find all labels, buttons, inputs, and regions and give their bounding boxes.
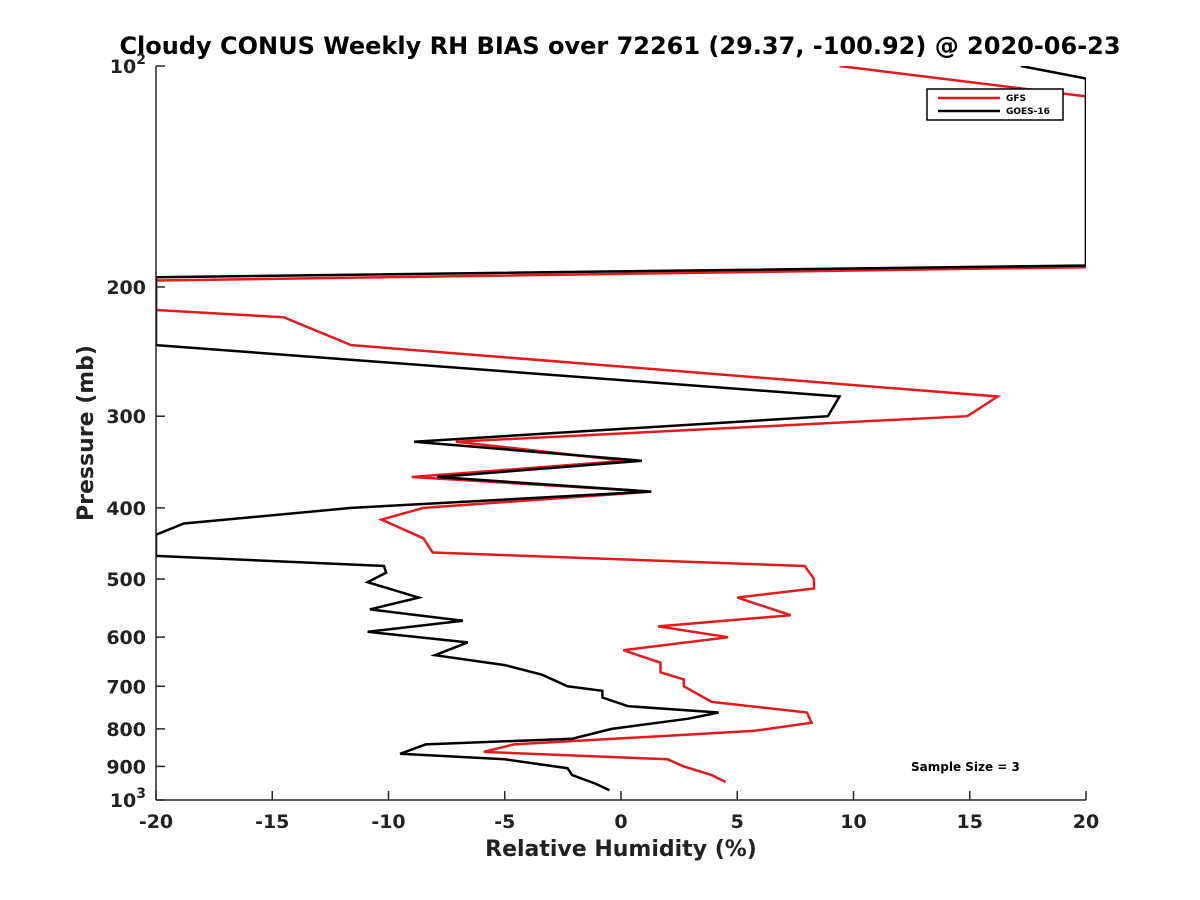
y-tick-label: 400 [106, 498, 146, 520]
y-tick-label: 102 [110, 52, 146, 78]
sample-size-annotation: Sample Size = 3 [911, 760, 1020, 774]
y-axis-label: Pressure (mb) [74, 345, 99, 521]
y-tick-label: 500 [106, 569, 146, 591]
x-tick-label: 0 [614, 811, 627, 833]
x-tick-label: -20 [139, 811, 173, 833]
x-axis-label: Relative Humidity (%) [485, 837, 757, 862]
x-tick-label: -10 [371, 811, 405, 833]
y-tick-label: 900 [106, 756, 146, 778]
series-line-gfs [156, 66, 1086, 784]
legend-box [926, 88, 1064, 121]
legend-label-gfs: GFS [1006, 94, 1026, 104]
y-tick-label: 700 [106, 676, 146, 698]
y-tick-label: 800 [106, 719, 146, 741]
x-tick-label: -15 [255, 811, 289, 833]
legend-label-goes16: GOES-16 [1006, 107, 1050, 117]
x-tick-label: 10 [840, 811, 866, 833]
x-tick-label: 20 [1073, 811, 1099, 833]
x-tick-label: 5 [731, 811, 744, 833]
series-line-goes16 [156, 66, 1086, 792]
x-tick-label: -5 [494, 811, 515, 833]
legend: GFS GOES-16 [926, 88, 1064, 121]
y-tick-label: 103 [110, 786, 146, 812]
x-tick-label: 15 [957, 811, 983, 833]
chart-title: Cloudy CONUS Weekly RH BIAS over 72261 (… [119, 32, 1120, 60]
series-layer [156, 66, 1086, 792]
x-axis-ticks: -20 -15 -10 -5 0 5 10 15 20 [139, 791, 1099, 833]
y-axis-ticks: 102 200 300 400 500 600 700 800 900 103 [106, 52, 165, 812]
y-tick-label: 600 [106, 627, 146, 649]
y-tick-label: 200 [106, 277, 146, 299]
y-tick-label: 300 [106, 406, 146, 428]
